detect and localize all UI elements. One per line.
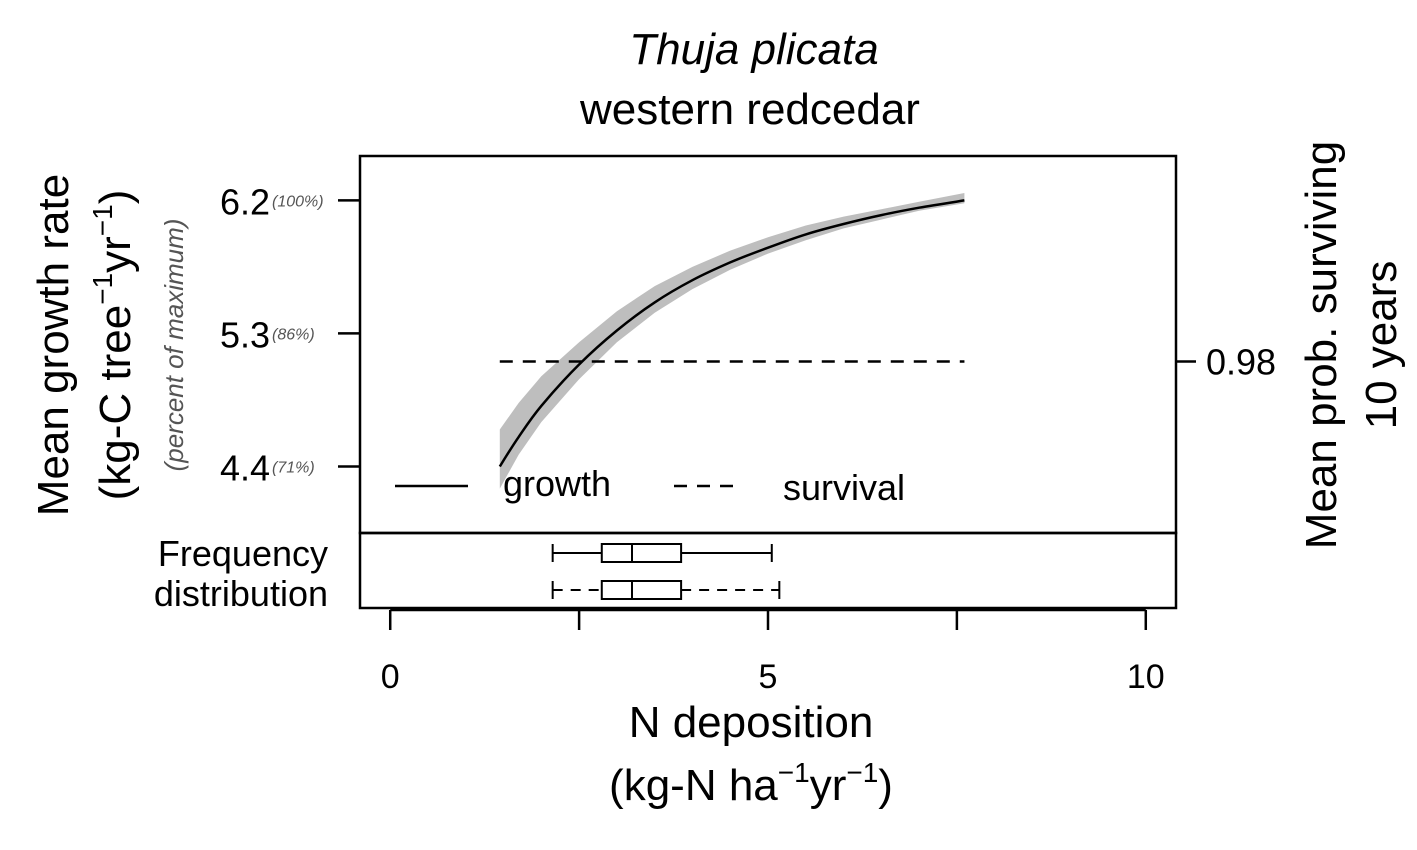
x-tick-label: 0 [381,658,400,696]
boxplot-dashed [551,580,781,600]
left-y-title-line2: (kg-C tree−1yr−1) [87,190,140,501]
left-y-axis: 6.2 (100%) 5.3 (86%) 4.4 (71%) [220,181,360,488]
growth-line [498,199,965,468]
right-y-axis: 0.98 [1176,342,1276,383]
chart-subtitle: western redcedar [579,85,920,134]
boxplot-box [600,543,683,563]
left-y-tick-percent: (86%) [272,326,315,343]
boxplot-panel-frame [358,531,1178,610]
x-axis: 0 5 10 [381,608,1165,696]
right-y-title-line1: Mean prob. surviving [1297,141,1346,549]
x-axis-title-line1: N deposition [629,698,874,747]
boxplot-label-line2: distribution [154,573,328,614]
left-y-title-line3: (percent of maximum) [159,219,189,472]
legend-survival-label: survival [783,467,905,508]
left-y-title-line1: Mean growth rate [29,174,78,516]
growth-confidence-band [499,193,965,489]
x-axis-title-line2: (kg-N ha−1yr−1) [609,757,893,810]
right-y-tick-label: 0.98 [1206,342,1276,383]
legend: growth survival [395,463,905,508]
boxplot-solid [551,543,773,563]
left-y-tick-label: 4.4 [220,447,270,488]
series-layer [498,199,965,468]
left-y-tick-percent: (71%) [272,459,315,476]
left-y-tick-label: 6.2 [220,181,270,222]
right-y-title-line2: 10 years [1357,261,1406,430]
main-plot-frame [358,154,1178,535]
left-y-tick-percent: (100%) [272,193,324,210]
boxplot-label-line1: Frequency [158,533,328,574]
left-y-tick-label: 5.3 [220,314,270,355]
chart-title: Thuja plicata [629,25,878,74]
boxplot-layer [551,543,781,600]
legend-growth-label: growth [503,463,611,504]
boxplot-box [600,580,683,600]
x-tick-label: 5 [759,658,778,696]
x-tick-label: 10 [1127,658,1165,696]
growth-confidence-band-layer [499,193,965,489]
